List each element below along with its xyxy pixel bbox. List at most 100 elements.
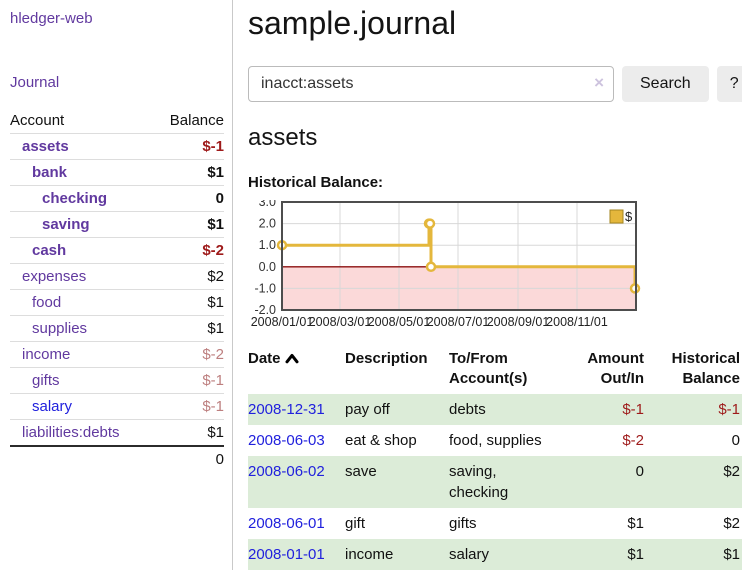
account-link[interactable]: expenses: [22, 268, 87, 285]
transaction-date-link[interactable]: 2008-12-31: [248, 401, 325, 418]
account-row: income $-2: [10, 342, 224, 368]
account-name-cell: gifts: [10, 368, 153, 394]
amount-cell: $1: [627, 515, 644, 532]
account-balance: $1: [207, 320, 224, 337]
account-link[interactable]: food: [32, 294, 62, 311]
help-button[interactable]: ?: [716, 66, 742, 102]
account-name-cell: income: [10, 342, 153, 368]
search-button[interactable]: Search: [622, 66, 709, 102]
main-content: sample.journal × Search ? assets Histori…: [233, 0, 742, 570]
account-balance: 0: [215, 190, 224, 207]
account-link[interactable]: gifts: [32, 372, 60, 389]
account-name-cell: liabilities:debts: [10, 420, 153, 447]
accounts-header-account: Account: [10, 112, 65, 129]
account-name-cell: expenses: [10, 264, 153, 290]
account-row: cash $-2: [10, 238, 224, 264]
account-row: supplies $1: [10, 316, 224, 342]
legend-label: $: [625, 209, 633, 224]
account-balance: $-1: [202, 372, 224, 389]
column-header-date[interactable]: Date: [248, 344, 345, 394]
register-body: 2008-12-31 pay off debts $-1 $-1 2008-06-03 ea…: [248, 394, 742, 570]
account-name-cell: assets: [10, 134, 153, 160]
account-name-cell: cash: [10, 238, 153, 264]
balance-cell: $2: [723, 515, 740, 532]
account-link[interactable]: assets: [22, 138, 69, 155]
search-box: ×: [248, 66, 614, 102]
x-axis-tick: 2008/07/01: [427, 315, 490, 329]
account-link[interactable]: saving: [42, 216, 90, 233]
balance-cell: $2: [646, 456, 742, 508]
accounts-cell: saving, checking: [449, 456, 553, 508]
column-header-amount: Amount Out/In: [587, 350, 644, 387]
account-link[interactable]: bank: [32, 164, 68, 181]
transaction-date-link[interactable]: 2008-01-01: [248, 546, 325, 563]
data-point-marker: [425, 261, 437, 273]
column-header-description: Description: [345, 350, 428, 367]
transaction-row: 2008-06-01 gift gifts $1 $2: [248, 508, 742, 539]
data-point-marker: [424, 218, 436, 229]
amount-cell: $-2: [622, 432, 644, 449]
account-link[interactable]: supplies: [32, 320, 88, 337]
account-row: liabilities:debts $1: [10, 420, 224, 447]
account-row: expenses $2: [10, 264, 224, 290]
account-name-cell: food: [10, 290, 153, 316]
account-balance: $1: [207, 294, 224, 311]
y-axis-tick: 3.0: [259, 200, 276, 209]
account-balance: $-1: [202, 398, 224, 415]
account-row: bank $1: [10, 160, 224, 186]
account-link[interactable]: income: [22, 346, 71, 363]
amount-cell: $-1: [553, 394, 646, 425]
x-axis-tick: 2008/03/01: [309, 315, 372, 329]
search-input[interactable]: [248, 66, 614, 102]
transaction-date-link[interactable]: 2008-06-01: [248, 515, 325, 532]
clear-search-icon[interactable]: ×: [594, 73, 604, 92]
sidebar-item-journal[interactable]: Journal: [10, 74, 60, 91]
account-row: food $1: [10, 290, 224, 316]
accounts-header-row: Account Balance: [10, 109, 224, 134]
description-cell: pay off: [345, 394, 449, 425]
account-row: assets $-1: [10, 134, 224, 160]
account-balance: $-2: [202, 346, 224, 363]
account-balance: $1: [207, 164, 224, 181]
account-link[interactable]: cash: [32, 242, 67, 259]
account-balance: $1: [207, 216, 224, 233]
accounts-cell: debts: [449, 394, 553, 425]
transaction-row: 2008-06-02 save saving, checking 0 $2: [248, 456, 742, 508]
account-row: salary $-1: [10, 394, 224, 420]
account-link[interactable]: liabilities:debts: [22, 424, 120, 441]
date-cell: 2008-06-02: [248, 456, 345, 508]
description-cell: income: [345, 539, 449, 570]
brand-link[interactable]: hledger-web: [10, 10, 93, 27]
balance-cell: 0: [731, 432, 740, 449]
x-axis-tick: 2008/05/01: [368, 315, 431, 329]
accounts-total-row: 0: [10, 446, 224, 472]
account-row: saving $1: [10, 212, 224, 238]
column-header-accounts: To/From Account(s): [449, 350, 528, 387]
accounts-cell: salary: [449, 539, 553, 570]
transaction-date-link[interactable]: 2008-06-03: [248, 432, 325, 449]
register-table: Date Description To/From Account(s) Amou…: [248, 344, 742, 570]
date-cell: 2008-06-01: [248, 508, 345, 539]
account-balance: $-1: [202, 138, 224, 155]
account-name-cell: salary: [10, 394, 153, 420]
amount-cell: 0: [553, 456, 646, 508]
transaction-date-link[interactable]: 2008-06-02: [248, 463, 325, 480]
amount-cell: $1: [553, 539, 646, 570]
account-link[interactable]: checking: [42, 190, 108, 207]
account-name-cell: bank: [10, 160, 153, 186]
x-axis-tick: 2008/01/01: [251, 315, 314, 329]
page-title: sample.journal: [248, 5, 457, 41]
legend-swatch: [609, 209, 624, 224]
account-name-cell: checking: [10, 186, 153, 212]
account-name-cell: supplies: [10, 316, 153, 342]
accounts-body: assets $-1 bank $1 checking 0 saving $1 cash $-2 e…: [10, 134, 224, 447]
date-cell: 2008-01-01: [248, 539, 345, 570]
accounts-header-balance: Balance: [169, 112, 224, 129]
account-row: gifts $-1: [10, 368, 224, 394]
transaction-row: 2008-12-31 pay off debts $-1 $-1: [248, 394, 742, 425]
account-link[interactable]: salary: [32, 398, 73, 415]
app: hledger-web Journal Account Balance asse…: [10, 0, 742, 570]
register-header-row: Date Description To/From Account(s) Amou…: [248, 344, 742, 394]
plot-border: [281, 201, 637, 311]
chart-title: Historical Balance:: [248, 174, 384, 191]
